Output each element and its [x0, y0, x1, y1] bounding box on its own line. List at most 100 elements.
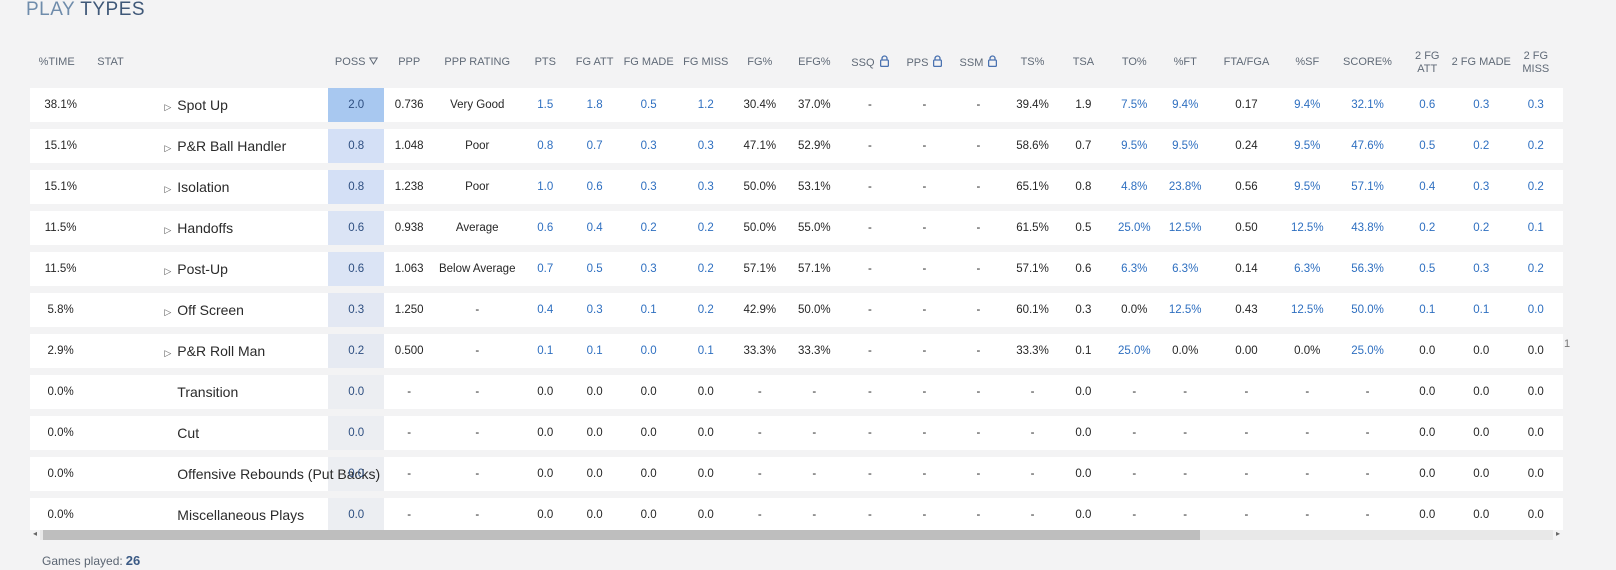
- cell-stat[interactable]: ▷ P&R Roll Man: [91, 334, 329, 368]
- cell-sf-pct[interactable]: 9.4%: [1283, 88, 1331, 122]
- cell-score-pct[interactable]: 56.3%: [1330, 252, 1405, 286]
- scroll-right-arrow-icon[interactable]: ▸: [1555, 529, 1560, 538]
- col-header-score-pct[interactable]: SCORE%: [1331, 44, 1405, 81]
- cell-score-pct[interactable]: 50.0%: [1330, 293, 1405, 327]
- caret-right-icon[interactable]: ▷: [164, 143, 172, 153]
- cell-ft-pct[interactable]: 6.3%: [1161, 252, 1210, 286]
- col-header-fg2-miss[interactable]: 2 FG MISS: [1512, 44, 1559, 81]
- cell-fg2-miss[interactable]: 0.0: [1512, 293, 1560, 327]
- col-header-ts-pct[interactable]: TS%: [1005, 44, 1059, 81]
- cell-sf-pct[interactable]: 12.5%: [1283, 293, 1331, 327]
- cell-fg-made[interactable]: 0.0: [619, 334, 679, 368]
- table-row[interactable]: 15.1% ▷ Isolation 0.8 1.238 Poor 1.0 0.6 0.3 0.3 5…: [30, 170, 1563, 204]
- table-row[interactable]: 11.5% ▷ Handoffs 0.6 0.938 Average 0.6 0.4 0.2 0.…: [30, 211, 1563, 245]
- cell-sf-pct[interactable]: 9.5%: [1283, 129, 1331, 163]
- cell-stat[interactable]: ▷ Off Screen: [91, 293, 329, 327]
- cell-pts[interactable]: 0.6: [520, 211, 571, 245]
- cell-stat[interactable]: ▷ P&R Ball Handler: [91, 129, 329, 163]
- cell-fg-miss[interactable]: 0.2: [678, 252, 734, 286]
- cell-fg2-made[interactable]: 0.3: [1450, 170, 1513, 204]
- col-header-ssm[interactable]: SSM: [951, 44, 1005, 81]
- cell-to-pct[interactable]: 4.8%: [1107, 170, 1162, 204]
- cell-fg2-miss[interactable]: 0.2: [1512, 129, 1560, 163]
- cell-fg-att[interactable]: 0.7: [570, 129, 620, 163]
- cell-sf-pct[interactable]: 6.3%: [1283, 252, 1331, 286]
- cell-fg2-miss[interactable]: 0.1: [1512, 211, 1560, 245]
- cell-fg-att[interactable]: 0.5: [570, 252, 620, 286]
- cell-fg-att[interactable]: 0.4: [570, 211, 620, 245]
- cell-stat[interactable]: ▷ Spot Up: [91, 88, 329, 122]
- cell-fg-att[interactable]: 0.3: [570, 293, 620, 327]
- cell-sf-pct[interactable]: 12.5%: [1283, 211, 1331, 245]
- col-header-extra[interactable]: [1559, 44, 1563, 81]
- scrollbar-thumb[interactable]: [43, 530, 1200, 540]
- cell-fg-miss[interactable]: 0.2: [678, 211, 734, 245]
- table-row[interactable]: 15.1% ▷ P&R Ball Handler 0.8 1.048 Poor 0.8 0.7…: [30, 129, 1563, 163]
- cell-fg2-att[interactable]: 0.5: [1404, 129, 1451, 163]
- col-header-fta-fga[interactable]: FTA/FGA: [1209, 44, 1284, 81]
- cell-fg-miss[interactable]: 1.2: [678, 88, 734, 122]
- cell-fg-made[interactable]: 0.2: [619, 211, 679, 245]
- cell-fg-att[interactable]: 0.6: [570, 170, 620, 204]
- cell-fg-made[interactable]: 0.5: [619, 88, 679, 122]
- table-row[interactable]: 38.1% ▷ Spot Up 2.0 0.736 Very Good 1.5 1.8 0.5 1…: [30, 88, 1563, 122]
- cell-fg-miss[interactable]: 0.2: [678, 293, 734, 327]
- cell-fg-att[interactable]: 1.8: [570, 88, 620, 122]
- cell-fg-miss[interactable]: 0.1: [678, 334, 734, 368]
- table-row[interactable]: 0.0% Transition 0.0- -0.0 0.0 0.0 0.0- - - - - -0.0…: [30, 375, 1563, 409]
- horizontal-scrollbar[interactable]: ◂ ▸: [30, 527, 1563, 541]
- cell-fg2-miss[interactable]: 0.2: [1512, 170, 1560, 204]
- cell-to-pct[interactable]: 25.0%: [1107, 211, 1162, 245]
- cell-stat[interactable]: ▷ Handoffs: [91, 211, 329, 245]
- col-header-fg-miss[interactable]: FG MISS: [678, 44, 733, 81]
- cell-ft-pct[interactable]: 9.5%: [1161, 129, 1210, 163]
- col-header-to-pct[interactable]: TO%: [1107, 44, 1161, 81]
- cell-ft-pct[interactable]: 12.5%: [1161, 211, 1210, 245]
- cell-fg2-att[interactable]: 0.2: [1404, 211, 1451, 245]
- cell-fg-att[interactable]: 0.1: [570, 334, 620, 368]
- caret-right-icon[interactable]: ▷: [164, 348, 172, 358]
- col-header-ppp-rating[interactable]: PPP RATING: [434, 44, 520, 81]
- col-header-efg-pct[interactable]: EFG%: [786, 44, 842, 81]
- cell-fg-miss[interactable]: 0.3: [678, 129, 734, 163]
- col-header-pps[interactable]: PPS: [897, 44, 951, 81]
- cell-fg2-made[interactable]: 0.2: [1450, 129, 1513, 163]
- col-header-sf-pct[interactable]: %SF: [1284, 44, 1331, 81]
- col-header-fg-att[interactable]: FG ATT: [570, 44, 619, 81]
- cell-score-pct[interactable]: 57.1%: [1330, 170, 1405, 204]
- cell-fg2-made[interactable]: 0.3: [1450, 252, 1513, 286]
- table-row[interactable]: 0.0% Miscellaneous Plays 0.0- -0.0 0.0 0.0 0.0…: [30, 498, 1563, 530]
- col-header-tsa[interactable]: TSA: [1060, 44, 1108, 81]
- cell-score-pct[interactable]: 43.8%: [1330, 211, 1405, 245]
- col-header-fg-pct[interactable]: FG%: [733, 44, 786, 81]
- cell-to-pct[interactable]: 7.5%: [1107, 88, 1162, 122]
- caret-right-icon[interactable]: ▷: [164, 225, 172, 235]
- caret-right-icon[interactable]: ▷: [164, 102, 172, 112]
- cell-score-pct[interactable]: 32.1%: [1330, 88, 1405, 122]
- cell-pts[interactable]: 0.4: [520, 293, 571, 327]
- col-header-poss[interactable]: POSS: [328, 44, 384, 81]
- cell-pts[interactable]: 1.5: [520, 88, 571, 122]
- cell-fg2-att[interactable]: 0.6: [1404, 88, 1451, 122]
- sort-down-icon[interactable]: [366, 56, 378, 68]
- cell-fg2-made[interactable]: 0.3: [1450, 88, 1513, 122]
- cell-ft-pct[interactable]: 12.5%: [1161, 293, 1210, 327]
- cell-fg-made[interactable]: 0.1: [619, 293, 679, 327]
- col-header-ft-pct[interactable]: %FT: [1161, 44, 1209, 81]
- table-row[interactable]: 0.0% Offensive Rebounds (Put Backs) 0.0- -0…: [30, 457, 1563, 491]
- table-row[interactable]: 2.9% ▷ P&R Roll Man 0.2 0.500-0.1 0.1 0.0 0.1 33…: [30, 334, 1563, 368]
- caret-right-icon[interactable]: ▷: [164, 266, 172, 276]
- cell-fg-made[interactable]: 0.3: [619, 252, 679, 286]
- cell-ft-pct[interactable]: 23.8%: [1161, 170, 1210, 204]
- cell-to-pct[interactable]: 25.0%: [1107, 334, 1162, 368]
- scroll-left-arrow-icon[interactable]: ◂: [32, 529, 37, 538]
- cell-fg2-miss[interactable]: 0.2: [1512, 252, 1560, 286]
- cell-pts[interactable]: 1.0: [520, 170, 571, 204]
- col-header-stat[interactable]: STAT: [91, 44, 328, 81]
- cell-fg-made[interactable]: 0.3: [619, 170, 679, 204]
- cell-score-pct[interactable]: 25.0%: [1330, 334, 1405, 368]
- cell-fg2-att[interactable]: 0.5: [1404, 252, 1451, 286]
- col-header-fg2-att[interactable]: 2 FG ATT: [1404, 44, 1450, 81]
- cell-stat[interactable]: ▷ Post-Up: [91, 252, 329, 286]
- cell-sf-pct[interactable]: 9.5%: [1283, 170, 1331, 204]
